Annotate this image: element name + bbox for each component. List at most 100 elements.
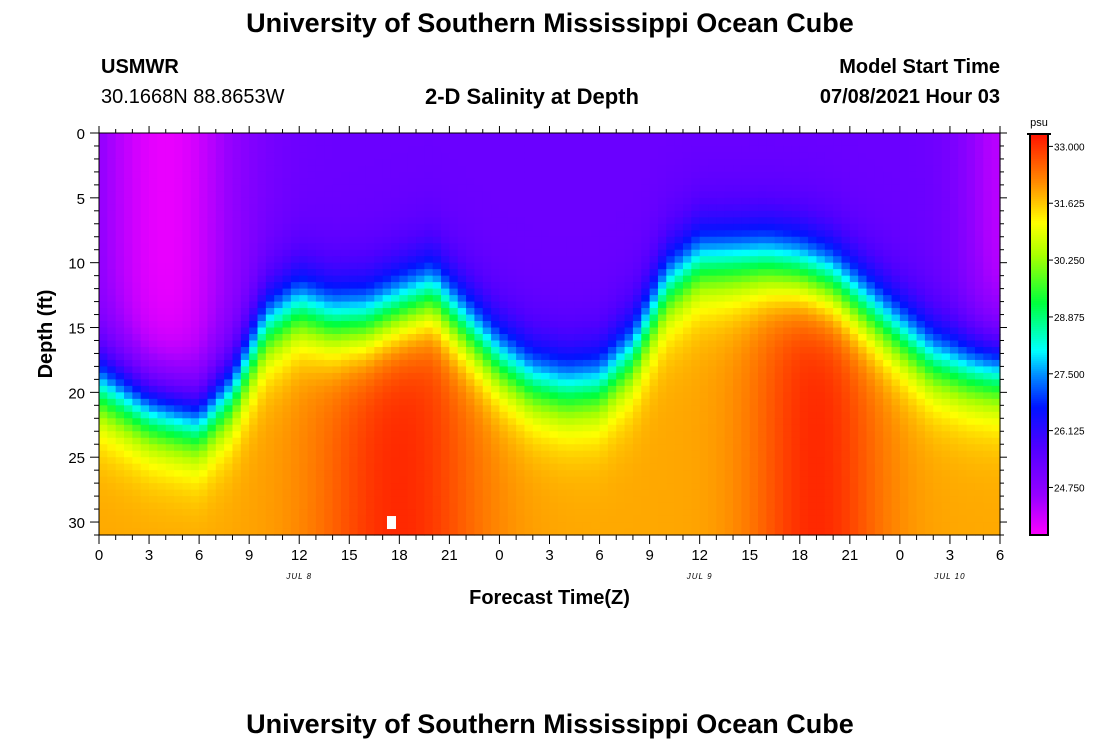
heatmap-cell [632, 489, 642, 497]
heatmap-cell [566, 398, 576, 406]
heatmap-cell [307, 210, 317, 218]
heatmap-cell [574, 437, 584, 445]
heatmap-cell [215, 379, 225, 387]
heatmap-cell [132, 236, 142, 244]
heatmap-cell [507, 502, 517, 510]
heatmap-cell [374, 171, 384, 179]
heatmap-cell [190, 431, 200, 439]
heatmap-cell [307, 321, 317, 329]
heatmap-cell [107, 191, 117, 199]
heatmap-cell [190, 444, 200, 452]
heatmap-cell [332, 230, 342, 238]
heatmap-cell [657, 418, 667, 426]
heatmap-cell [749, 437, 759, 445]
heatmap-cell [140, 418, 150, 426]
heatmap-cell [340, 405, 350, 413]
heatmap-cell [299, 353, 309, 361]
heatmap-cell [207, 308, 217, 316]
heatmap-cell [657, 171, 667, 179]
heatmap-cell [99, 139, 108, 147]
heatmap-cell [174, 444, 184, 452]
heatmap-cell [666, 243, 676, 251]
heatmap-cell [507, 418, 517, 426]
heatmap-cell [174, 470, 184, 478]
heatmap-cell [716, 191, 726, 199]
heatmap-cell [741, 301, 751, 309]
heatmap-cell [199, 366, 209, 374]
heatmap-cell [499, 444, 509, 452]
heatmap-cell [566, 463, 576, 471]
heatmap-cell [349, 158, 359, 167]
heatmap-cell [365, 165, 375, 173]
heatmap-cell [157, 334, 167, 342]
heatmap-cell [340, 411, 350, 419]
heatmap-cell [157, 217, 167, 225]
heatmap-cell [766, 204, 776, 212]
heatmap-cell [307, 424, 317, 432]
heatmap-cell [733, 191, 742, 199]
heatmap-cell [282, 489, 292, 497]
heatmap-cell [240, 522, 250, 530]
heatmap-cell [591, 418, 601, 426]
heatmap-cell [416, 223, 425, 231]
heatmap-cell [741, 463, 751, 471]
heatmap-cell [416, 340, 425, 348]
heatmap-cell [708, 528, 717, 536]
heatmap-cell [340, 392, 350, 400]
heatmap-cell [315, 152, 325, 160]
heatmap-cell [132, 314, 142, 322]
heatmap-cell [407, 165, 417, 173]
heatmap-cell [224, 152, 234, 160]
heatmap-cell [708, 476, 717, 484]
heatmap-cell [140, 236, 150, 244]
heatmap-cell [199, 314, 209, 322]
heatmap-cell [274, 444, 284, 452]
heatmap-cell [591, 424, 601, 432]
heatmap-cell [249, 197, 259, 205]
heatmap-cell [624, 171, 634, 179]
heatmap-cell [382, 418, 392, 426]
heatmap-cell [582, 457, 592, 465]
heatmap-cell [149, 411, 158, 419]
heatmap-cell [99, 359, 108, 368]
heatmap-cell [299, 483, 309, 491]
heatmap-cell [374, 340, 384, 348]
heatmap-cell [599, 496, 609, 504]
heatmap-cell [557, 353, 567, 361]
heatmap-cell [758, 210, 767, 218]
heatmap-cell [182, 158, 192, 167]
heatmap-cell [591, 353, 601, 361]
heatmap-cell [307, 372, 317, 380]
heatmap-cell [315, 295, 325, 303]
heatmap-cell [132, 411, 142, 419]
heatmap-cell [632, 301, 642, 309]
heatmap-cell [499, 411, 509, 419]
heatmap-cell [482, 502, 492, 510]
heatmap-cell [274, 470, 284, 478]
heatmap-cell [574, 282, 584, 290]
heatmap-cell [432, 359, 442, 368]
heatmap-cell [332, 217, 342, 225]
heatmap-cell [249, 385, 259, 393]
heatmap-cell [716, 392, 726, 400]
heatmap-cell [766, 152, 776, 160]
heatmap-cell [749, 463, 759, 471]
heatmap-cell [240, 476, 250, 484]
heatmap-cell [132, 463, 142, 471]
heatmap-cell [274, 353, 284, 361]
heatmap-cell [165, 366, 175, 374]
heatmap-cell [674, 334, 684, 342]
heatmap-cell [557, 217, 567, 225]
heatmap-cell [582, 372, 592, 380]
heatmap-cell [574, 314, 584, 322]
heatmap-cell [199, 509, 209, 517]
heatmap-cell [132, 450, 142, 458]
heatmap-cell [199, 217, 209, 225]
heatmap-cell [441, 269, 450, 277]
heatmap-cell [190, 509, 200, 517]
heatmap-cell [232, 243, 242, 251]
heatmap-cell [424, 450, 434, 458]
heatmap-cell [741, 197, 751, 205]
heatmap-cell [165, 139, 175, 147]
heatmap-cell [582, 392, 592, 400]
